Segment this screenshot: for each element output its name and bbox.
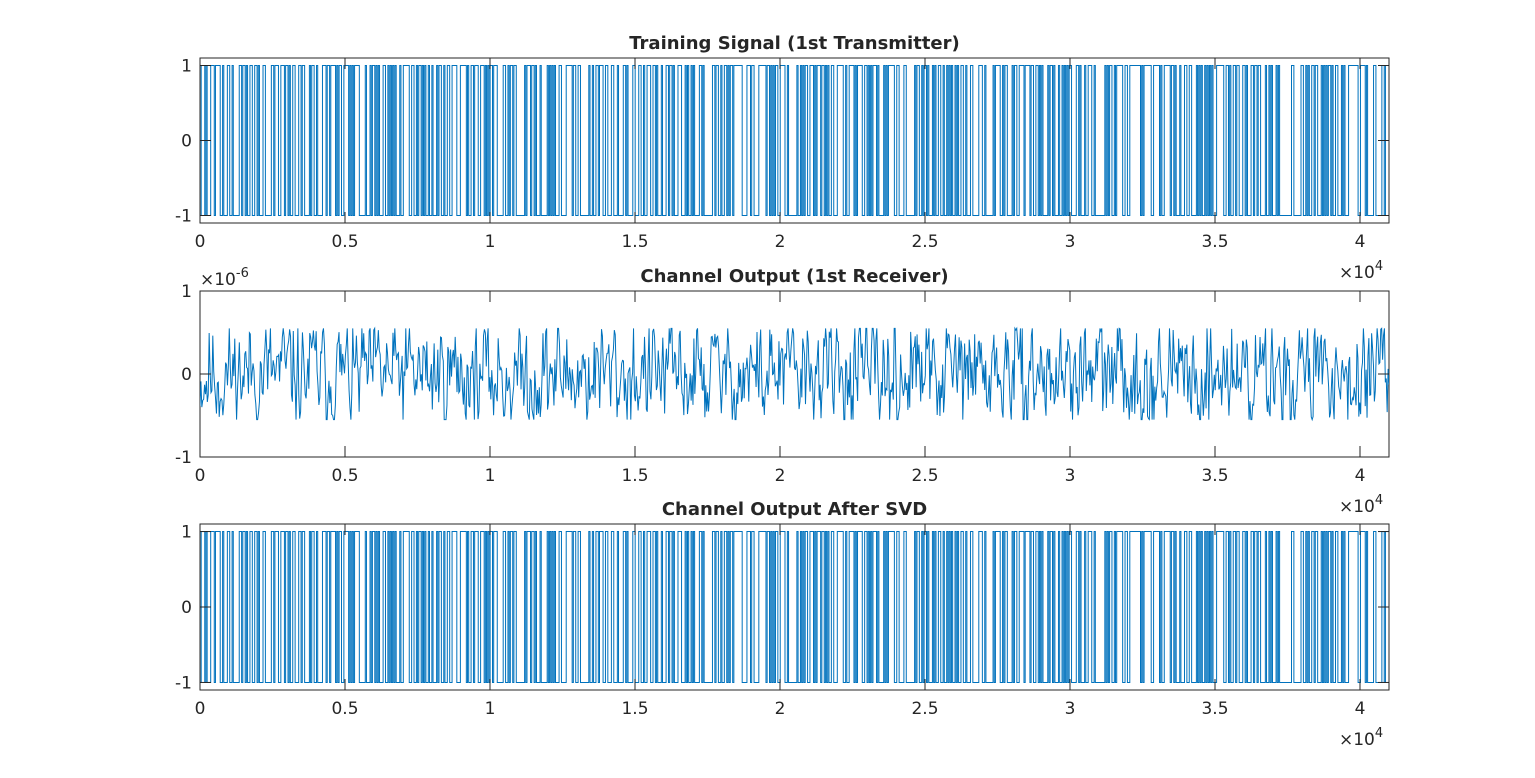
x-tick-label: 2.5 xyxy=(911,699,938,719)
x-tick-label: 2.5 xyxy=(911,232,938,252)
y-tick-label: 1 xyxy=(181,523,192,543)
x-tick-label: 0 xyxy=(195,466,206,486)
x-tick-label: 1.5 xyxy=(621,466,648,486)
x-tick-label: 3.5 xyxy=(1201,699,1228,719)
series-line-channel-output xyxy=(200,326,1389,422)
y-tick-label: 1 xyxy=(181,57,192,77)
x-tick-label: 1 xyxy=(485,699,496,719)
y-tick-label: -1 xyxy=(175,673,192,693)
x-tick-label: 2 xyxy=(775,232,786,252)
chart-title: Channel Output After SVD xyxy=(662,499,927,520)
y-tick-label: -1 xyxy=(175,448,192,468)
x-tick-label: 4 xyxy=(1355,466,1366,486)
x-exponent-label: ×104 xyxy=(1339,259,1383,283)
series-line-training-signal xyxy=(200,65,1389,216)
x-tick-label: 4 xyxy=(1355,699,1366,719)
x-exponent-label: ×104 xyxy=(1339,726,1383,750)
x-tick-label: 1 xyxy=(485,466,496,486)
axes-box-training-signal xyxy=(199,57,1390,224)
x-tick-label: 3 xyxy=(1065,699,1076,719)
x-tick-label: 0 xyxy=(195,232,206,252)
x-tick-label: 0.5 xyxy=(331,466,358,486)
x-tick-label: 3.5 xyxy=(1201,466,1228,486)
x-tick-label: 0.5 xyxy=(331,232,358,252)
x-tick-label: 4 xyxy=(1355,232,1366,252)
x-tick-label: 2.5 xyxy=(911,466,938,486)
axes-box-channel-output xyxy=(199,290,1390,458)
series-line-channel-output-after-svd xyxy=(200,531,1389,683)
x-tick-label: 3 xyxy=(1065,466,1076,486)
x-tick-label: 0.5 xyxy=(331,699,358,719)
x-tick-label: 1.5 xyxy=(621,232,648,252)
x-tick-label: 1.5 xyxy=(621,699,648,719)
y-tick-label: 0 xyxy=(181,132,192,152)
y-exponent-label: ×10-6 xyxy=(200,266,249,290)
axes-box-channel-output-after-svd xyxy=(199,523,1390,691)
y-tick-label: 0 xyxy=(181,598,192,618)
chart-title: Training Signal (1st Transmitter) xyxy=(629,33,960,54)
chart-title: Channel Output (1st Receiver) xyxy=(640,266,948,287)
x-tick-label: 3 xyxy=(1065,232,1076,252)
x-tick-label: 1 xyxy=(485,232,496,252)
y-tick-label: 1 xyxy=(181,282,192,302)
y-tick-label: 0 xyxy=(181,365,192,385)
x-tick-label: 3.5 xyxy=(1201,232,1228,252)
x-exponent-label: ×104 xyxy=(1339,493,1383,517)
y-tick-label: -1 xyxy=(175,207,192,227)
x-tick-label: 2 xyxy=(775,466,786,486)
x-tick-label: 2 xyxy=(775,699,786,719)
x-tick-label: 0 xyxy=(195,699,206,719)
